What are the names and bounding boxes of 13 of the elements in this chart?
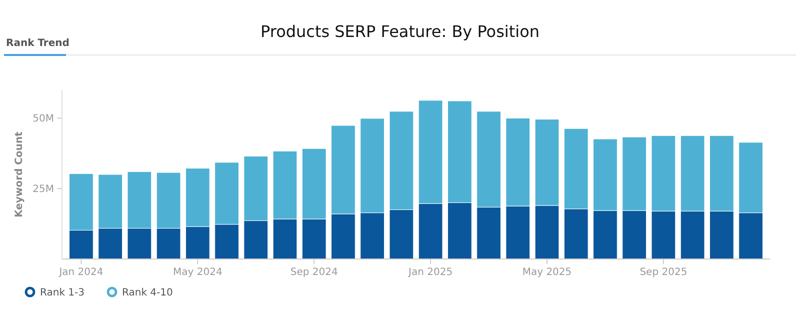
- x-tick-label: Sep 2025: [640, 267, 688, 278]
- legend-label: Rank 1-3: [40, 288, 84, 298]
- x-tick-label: Jan 2025: [408, 267, 453, 278]
- text: Rank Trend: [6, 38, 70, 49]
- x-tick-label: May 2024: [173, 267, 222, 278]
- x-tick-label: Jan 2024: [58, 267, 104, 278]
- x-tick-label: May 2025: [522, 267, 572, 278]
- legend-label: Rank 4-10: [122, 288, 173, 298]
- y-tick-label: 25M: [32, 184, 54, 196]
- y-axis-title: Keyword Count: [14, 131, 25, 218]
- y-tick-label: 50M: [32, 114, 54, 125]
- chart-title: Products SERP Feature: By Position: [260, 22, 540, 41]
- x-tick-label: Sep 2024: [290, 267, 338, 278]
